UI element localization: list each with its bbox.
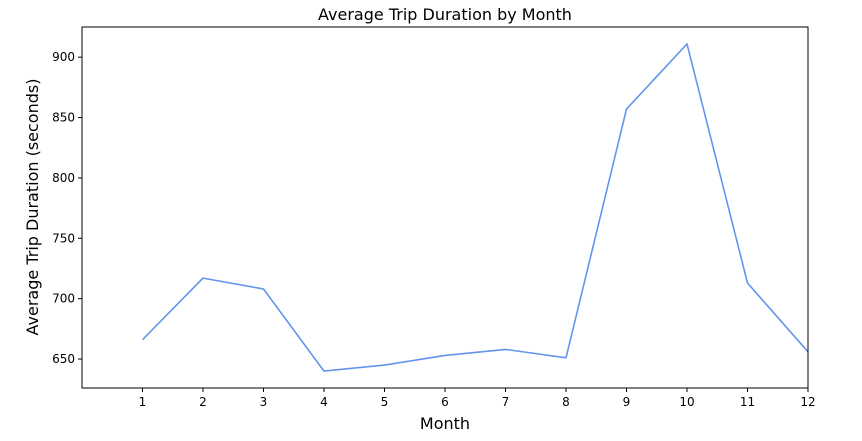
y-axis: 650 700 750 800 850 900 (52, 50, 82, 366)
plot-frame (81, 26, 809, 389)
x-tick-label: 5 (381, 395, 389, 409)
x-tick-label: 1 (139, 395, 147, 409)
series-line (141, 43, 809, 372)
x-tick-label: 9 (623, 395, 631, 409)
y-tick-label: 650 (52, 352, 75, 366)
y-tick-label: 900 (52, 50, 75, 64)
x-tick-label: 2 (199, 395, 207, 409)
chart-title: Average Trip Duration by Month (318, 5, 572, 24)
x-tick-label: 3 (260, 395, 268, 409)
plot-area (141, 43, 809, 372)
y-tick-label: 750 (52, 231, 75, 245)
x-axis: 1 2 3 4 5 6 7 8 9 10 11 12 (139, 388, 816, 409)
y-axis-label: Average Trip Duration (seconds) (23, 79, 42, 336)
x-tick-label: 12 (800, 395, 815, 409)
x-tick-label: 7 (502, 395, 510, 409)
y-tick-label: 700 (52, 292, 75, 306)
x-axis-label: Month (420, 414, 470, 433)
x-tick-label: 8 (562, 395, 570, 409)
x-tick-label: 11 (740, 395, 755, 409)
x-tick-label: 6 (441, 395, 449, 409)
x-tick-label: 10 (679, 395, 694, 409)
x-tick-label: 4 (320, 395, 328, 409)
y-tick-label: 800 (52, 171, 75, 185)
y-tick-label: 850 (52, 111, 75, 125)
